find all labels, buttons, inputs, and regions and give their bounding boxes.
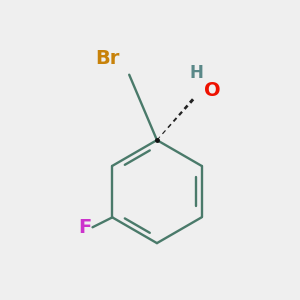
Text: O: O — [205, 81, 221, 100]
Text: H: H — [190, 64, 203, 82]
Text: F: F — [78, 218, 91, 237]
Text: Br: Br — [95, 50, 120, 68]
